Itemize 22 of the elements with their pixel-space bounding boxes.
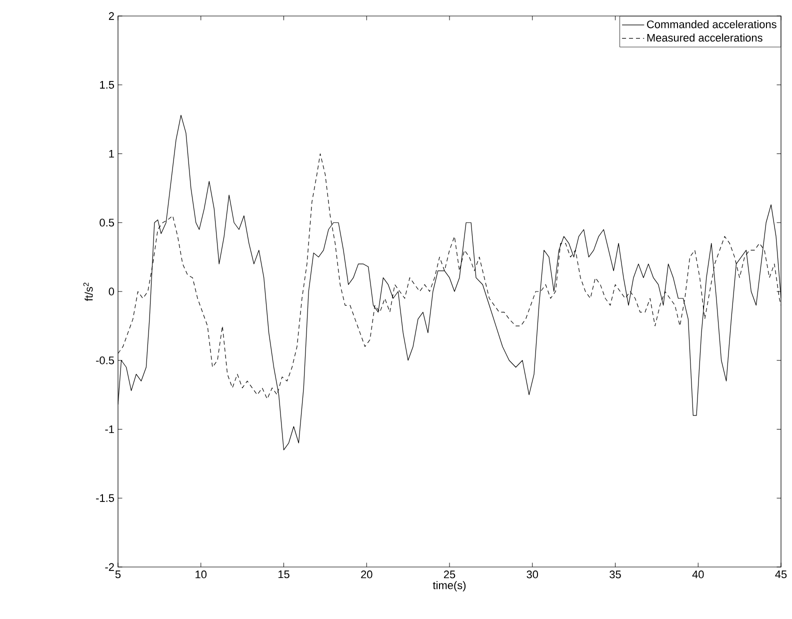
y-tick-label: -1 bbox=[105, 425, 114, 434]
y-tick-label: 0 bbox=[108, 288, 114, 296]
y-tick-label: 1.5 bbox=[100, 81, 114, 89]
x-tick-label: 10 bbox=[196, 570, 207, 578]
y-tick-label: 1 bbox=[109, 150, 114, 158]
x-tick-label: 25 bbox=[444, 570, 456, 578]
x-tick-label: 20 bbox=[361, 570, 372, 578]
x-tick-label: 15 bbox=[278, 570, 290, 578]
y-tick-label: -2 bbox=[105, 563, 114, 571]
legend-label: Commanded accelerations bbox=[647, 20, 776, 28]
y-tick-label: 2 bbox=[108, 12, 114, 20]
y-tick-label: 0.5 bbox=[100, 218, 114, 227]
legend-label: Measured accelerations bbox=[647, 34, 762, 42]
x-tick-label: 35 bbox=[610, 570, 621, 578]
y-tick-label: -1.5 bbox=[96, 494, 114, 502]
x-tick-label: 40 bbox=[692, 570, 704, 578]
x-tick-label: 30 bbox=[526, 570, 538, 578]
y-tick-label: -0.5 bbox=[96, 356, 114, 364]
x-tick-label: 5 bbox=[115, 570, 121, 578]
y-axis-title: ft/s$^{2}$ bbox=[83, 282, 93, 302]
x-axis-title: time(s) bbox=[432, 581, 466, 592]
x-tick-label: 45 bbox=[775, 570, 787, 578]
